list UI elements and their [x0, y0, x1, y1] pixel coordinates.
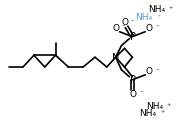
Text: NH₄: NH₄ — [148, 5, 165, 14]
Text: O: O — [146, 67, 153, 76]
Text: O: O — [146, 24, 153, 33]
Text: NH₄: NH₄ — [139, 109, 156, 119]
Text: ⁻: ⁻ — [155, 25, 159, 31]
Text: ⁻: ⁻ — [155, 68, 159, 74]
Text: N: N — [112, 53, 119, 63]
Text: ⁻: ⁻ — [130, 19, 134, 25]
Text: P: P — [130, 75, 136, 85]
Text: ⁺: ⁺ — [156, 13, 160, 22]
Text: NH₄: NH₄ — [146, 102, 163, 111]
Text: O: O — [130, 90, 137, 99]
Text: ⁻: ⁻ — [122, 25, 125, 31]
Text: ⁺: ⁺ — [160, 109, 164, 119]
Text: ⁺: ⁺ — [169, 5, 173, 14]
Text: P: P — [130, 32, 136, 42]
Text: O: O — [122, 18, 129, 27]
Text: ⁺: ⁺ — [167, 102, 171, 111]
Text: ⁻: ⁻ — [139, 90, 143, 96]
Text: NH₄: NH₄ — [135, 13, 152, 22]
Text: O: O — [112, 24, 119, 33]
